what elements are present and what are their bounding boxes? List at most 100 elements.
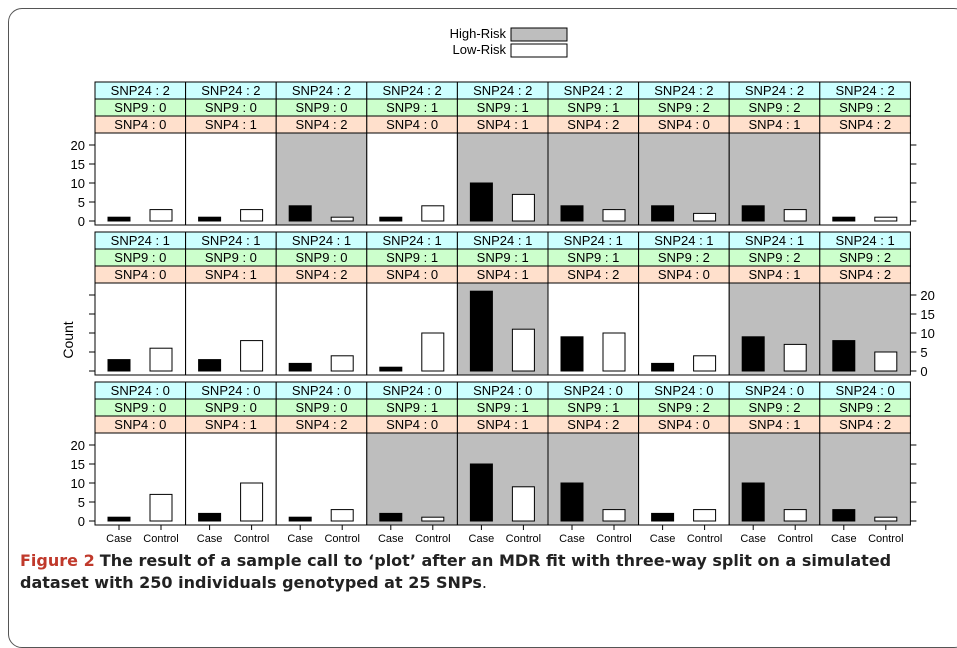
figure-caption: Figure 2 The result of a sample call to … [20, 550, 950, 594]
y-tick-label: 0 [78, 514, 85, 529]
strip-snp24-label: SNP24 : 1 [201, 233, 260, 248]
x-tick-label: Control [596, 533, 631, 545]
bar-case [198, 512, 222, 522]
strip-snp4-label: SNP4 : 2 [839, 417, 891, 432]
strip-snp9-label: SNP9 : 2 [839, 250, 891, 265]
bar-case [288, 362, 312, 372]
strip-snp24-label: SNP24 : 1 [654, 233, 713, 248]
y-tick-label: 15 [71, 157, 85, 172]
legend-label: High-Risk [450, 26, 507, 41]
strip-snp4-label: SNP4 : 1 [205, 117, 257, 132]
strip-snp4-label: SNP4 : 0 [658, 417, 710, 432]
strip-snp4-label: SNP4 : 1 [205, 267, 257, 282]
x-tick-label: Control [777, 533, 812, 545]
strip-snp9-label: SNP9 : 2 [658, 400, 710, 415]
bar-case [107, 359, 131, 372]
strip-snp9-label: SNP9 : 2 [748, 250, 800, 265]
bar-case [741, 482, 765, 522]
caption-end: . [481, 573, 487, 592]
strip-snp24-label: SNP24 : 2 [654, 83, 713, 98]
bar-case [469, 182, 493, 222]
bar-control [149, 209, 173, 222]
y-tick-label: 10 [71, 176, 85, 191]
strip-snp24-label: SNP24 : 0 [292, 383, 351, 398]
strip-snp24-label: SNP24 : 0 [111, 383, 170, 398]
strip-snp4-label: SNP4 : 1 [477, 417, 529, 432]
strip-snp4-label: SNP4 : 0 [658, 267, 710, 282]
bar-case [379, 512, 403, 522]
x-tick-label: Control [868, 533, 903, 545]
high-risk-panel [366, 432, 458, 526]
bar-control [330, 216, 354, 222]
bar-case [651, 205, 675, 222]
y-tick-label: 5 [78, 195, 85, 210]
bar-case [651, 512, 675, 522]
bar-control [240, 482, 264, 522]
y-tick-label: 15 [920, 307, 934, 322]
x-tick-label: Case [378, 533, 404, 545]
bar-case [288, 516, 312, 522]
y-tick-label: 5 [920, 345, 927, 360]
y-axis-label: Count [60, 321, 76, 358]
bar-control [240, 340, 264, 372]
strip-snp24-label: SNP24 : 2 [292, 83, 351, 98]
bar-case [832, 340, 856, 372]
bar-case [741, 336, 765, 372]
strip-snp24-label: SNP24 : 2 [382, 83, 441, 98]
caption-text: The result of a sample call to ‘plot’ af… [20, 551, 892, 592]
strip-snp9-label: SNP9 : 0 [114, 250, 166, 265]
y-tick-label: 10 [920, 326, 934, 341]
strip-snp4-label: SNP4 : 0 [114, 267, 166, 282]
strip-snp9-label: SNP9 : 1 [567, 250, 619, 265]
bar-control [602, 332, 626, 372]
figure-label: Figure 2 [20, 551, 95, 570]
x-tick-label: Control [234, 533, 269, 545]
strip-snp9-label: SNP9 : 0 [295, 400, 347, 415]
strip-snp24-label: SNP24 : 2 [745, 83, 804, 98]
bar-control [693, 212, 717, 222]
strip-snp24-label: SNP24 : 0 [201, 383, 260, 398]
strip-snp24-label: SNP24 : 0 [835, 383, 894, 398]
strip-snp24-label: SNP24 : 0 [382, 383, 441, 398]
strip-snp4-label: SNP4 : 2 [839, 267, 891, 282]
strip-snp9-label: SNP9 : 2 [748, 100, 800, 115]
bar-case [379, 366, 403, 372]
bar-case [832, 509, 856, 522]
strip-snp9-label: SNP9 : 2 [839, 400, 891, 415]
bar-control [511, 193, 535, 222]
strip-snp4-label: SNP4 : 1 [477, 117, 529, 132]
strip-snp24-label: SNP24 : 1 [382, 233, 441, 248]
strip-snp9-label: SNP9 : 2 [839, 100, 891, 115]
strip-snp24-label: SNP24 : 2 [473, 83, 532, 98]
bar-case [198, 216, 222, 222]
bar-control [421, 332, 445, 372]
strip-snp24-label: SNP24 : 1 [745, 233, 804, 248]
legend-swatch [510, 27, 568, 42]
strip-snp24-label: SNP24 : 0 [564, 383, 623, 398]
y-tick-label: 0 [920, 364, 927, 379]
strip-snp4-label: SNP4 : 1 [205, 417, 257, 432]
bar-control [149, 347, 173, 372]
x-tick-label: Case [197, 533, 223, 545]
bar-control [874, 516, 898, 522]
bar-case [651, 362, 675, 372]
x-tick-label: Case [287, 533, 313, 545]
y-tick-label: 20 [71, 438, 85, 453]
bar-control [783, 343, 807, 372]
low-risk-panel [819, 132, 911, 226]
strip-snp24-label: SNP24 : 2 [201, 83, 260, 98]
bar-control [330, 509, 354, 522]
bar-control [602, 509, 626, 522]
strip-snp9-label: SNP9 : 0 [114, 100, 166, 115]
strip-snp9-label: SNP9 : 0 [205, 100, 257, 115]
strip-snp4-label: SNP4 : 2 [295, 267, 347, 282]
bar-case [469, 463, 493, 522]
strip-snp9-label: SNP9 : 1 [477, 100, 529, 115]
x-tick-label: Case [469, 533, 495, 545]
strip-snp9-label: SNP9 : 1 [567, 100, 619, 115]
strip-snp4-label: SNP4 : 0 [658, 117, 710, 132]
bar-case [288, 205, 312, 222]
strip-snp24-label: SNP24 : 2 [111, 83, 170, 98]
strip-snp4-label: SNP4 : 1 [748, 417, 800, 432]
strip-snp9-label: SNP9 : 0 [114, 400, 166, 415]
